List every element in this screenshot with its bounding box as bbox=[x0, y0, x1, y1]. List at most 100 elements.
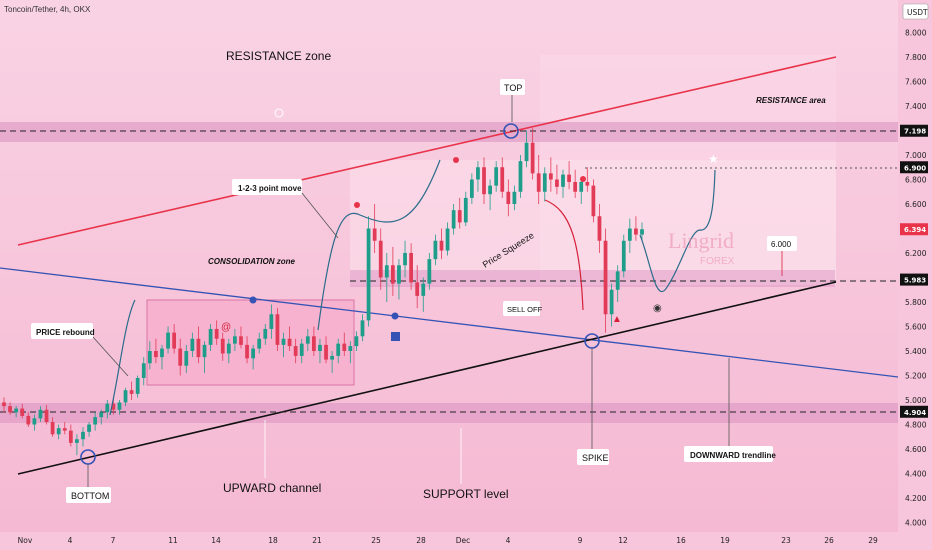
candle bbox=[251, 344, 256, 370]
mid-band bbox=[350, 270, 835, 287]
candle bbox=[147, 341, 152, 370]
star-icon: ★ bbox=[708, 152, 719, 166]
support-band bbox=[0, 403, 898, 423]
x-tick-label: Dec bbox=[456, 536, 471, 545]
candle bbox=[482, 157, 486, 204]
time-axis: Nov 4 7 11 14 18 21 25 28 Dec 4 9 12 16 19 23 26 29 bbox=[0, 532, 898, 550]
watermark-sub: FOREX bbox=[700, 256, 735, 267]
candle bbox=[81, 426, 85, 447]
projection-path bbox=[639, 169, 716, 293]
candle bbox=[567, 161, 571, 190]
candle bbox=[439, 228, 444, 260]
price-axis: USDT 8.0007.8007.6007.4007.2007.0006.800… bbox=[898, 0, 932, 550]
candle bbox=[506, 179, 511, 217]
candle bbox=[56, 424, 61, 440]
top-callout: TOP bbox=[500, 79, 525, 122]
annotations: RESISTANCE zone RESISTANCE area TOP 1-2-… bbox=[31, 49, 826, 503]
x-ticks: Nov 4 7 11 14 18 21 25 28 Dec 4 9 12 16 19 23 26 29 bbox=[18, 536, 878, 545]
resistance-zone-label: RESISTANCE zone bbox=[226, 49, 331, 63]
candle bbox=[190, 332, 195, 358]
candle bbox=[172, 324, 177, 354]
candle bbox=[451, 204, 456, 235]
candle bbox=[573, 169, 578, 198]
point-marker-2 bbox=[391, 312, 399, 320]
candle bbox=[38, 406, 43, 423]
candle bbox=[87, 422, 91, 437]
candle bbox=[548, 157, 553, 192]
symbol-title: Toncoin/Tether, 4h, OKX bbox=[4, 5, 91, 14]
candle bbox=[488, 179, 492, 211]
candle bbox=[603, 228, 608, 333]
eye-icon: ◉ bbox=[653, 303, 662, 314]
candle bbox=[20, 403, 25, 419]
candle bbox=[2, 397, 6, 413]
candle bbox=[50, 417, 55, 437]
candle bbox=[75, 434, 79, 456]
candles bbox=[2, 128, 644, 456]
candle bbox=[542, 167, 547, 202]
price-rebound-callout: PRICE rebound bbox=[31, 323, 129, 377]
price-tag: 6.394 bbox=[900, 223, 928, 236]
candle bbox=[129, 381, 134, 400]
red-resistance-trendline bbox=[17, 56, 837, 246]
resistance-band bbox=[0, 122, 898, 142]
x-tick-label: 28 bbox=[416, 536, 426, 545]
candle bbox=[469, 173, 474, 204]
rocket-icon: ▲ bbox=[612, 314, 622, 325]
x-tick-label: 9 bbox=[578, 536, 583, 545]
candle bbox=[342, 332, 347, 356]
candle bbox=[609, 283, 614, 327]
x-tick-label: 23 bbox=[781, 536, 791, 545]
candle bbox=[287, 326, 292, 351]
consolidation-zone-label: CONSOLIDATION zone bbox=[208, 257, 296, 266]
candle bbox=[154, 338, 158, 364]
candle bbox=[208, 324, 213, 351]
candle bbox=[14, 406, 19, 418]
y-tick-label: 6.800 bbox=[905, 176, 927, 185]
sell-off-arrow bbox=[544, 199, 584, 311]
candle bbox=[299, 338, 304, 364]
candle bbox=[445, 222, 450, 256]
candle bbox=[372, 204, 377, 253]
candle bbox=[615, 265, 620, 302]
sell-off-label: SELL OFF bbox=[507, 305, 543, 314]
spike-callout: SPIKE bbox=[577, 348, 609, 465]
candle bbox=[384, 253, 389, 302]
y-tick-label: 5.600 bbox=[905, 323, 927, 332]
candle bbox=[141, 357, 146, 386]
candle bbox=[415, 265, 420, 309]
x-tick-label: 11 bbox=[168, 536, 178, 545]
price-tag-label: 7.198 bbox=[904, 128, 926, 136]
candle bbox=[275, 308, 280, 351]
candle bbox=[324, 336, 328, 364]
downward-trendline-label: DOWNWARD trendline bbox=[690, 451, 776, 460]
red-dot-3 bbox=[580, 176, 586, 182]
candle bbox=[263, 324, 268, 345]
downward-trendline bbox=[0, 267, 899, 378]
x-tick-label: 7 bbox=[111, 536, 116, 545]
candle bbox=[366, 216, 371, 327]
candle bbox=[26, 412, 31, 427]
candle bbox=[318, 338, 322, 364]
candle bbox=[597, 204, 602, 253]
candle bbox=[99, 409, 104, 425]
upward-channel-line bbox=[17, 281, 837, 475]
candle bbox=[390, 246, 395, 296]
upward-channel-label: UPWARD channel bbox=[223, 481, 321, 495]
candle bbox=[433, 234, 438, 266]
candle bbox=[463, 191, 468, 227]
candle bbox=[214, 320, 219, 345]
candle bbox=[348, 341, 353, 364]
y-tick-label: 8.000 bbox=[905, 29, 927, 38]
x-tick-label: 19 bbox=[720, 536, 730, 545]
price-tags: 7.198 6.900 6.394 5.983 4.904 bbox=[900, 124, 928, 418]
y-tick-label: 5.800 bbox=[905, 298, 927, 307]
candle bbox=[123, 387, 128, 407]
x-tick-label: 25 bbox=[371, 536, 381, 545]
currency-badge: USDT bbox=[902, 3, 929, 20]
x-tick-label: 4 bbox=[68, 536, 73, 545]
x-tick-label: 4 bbox=[506, 536, 511, 545]
candle bbox=[518, 155, 523, 198]
candle bbox=[354, 331, 359, 351]
